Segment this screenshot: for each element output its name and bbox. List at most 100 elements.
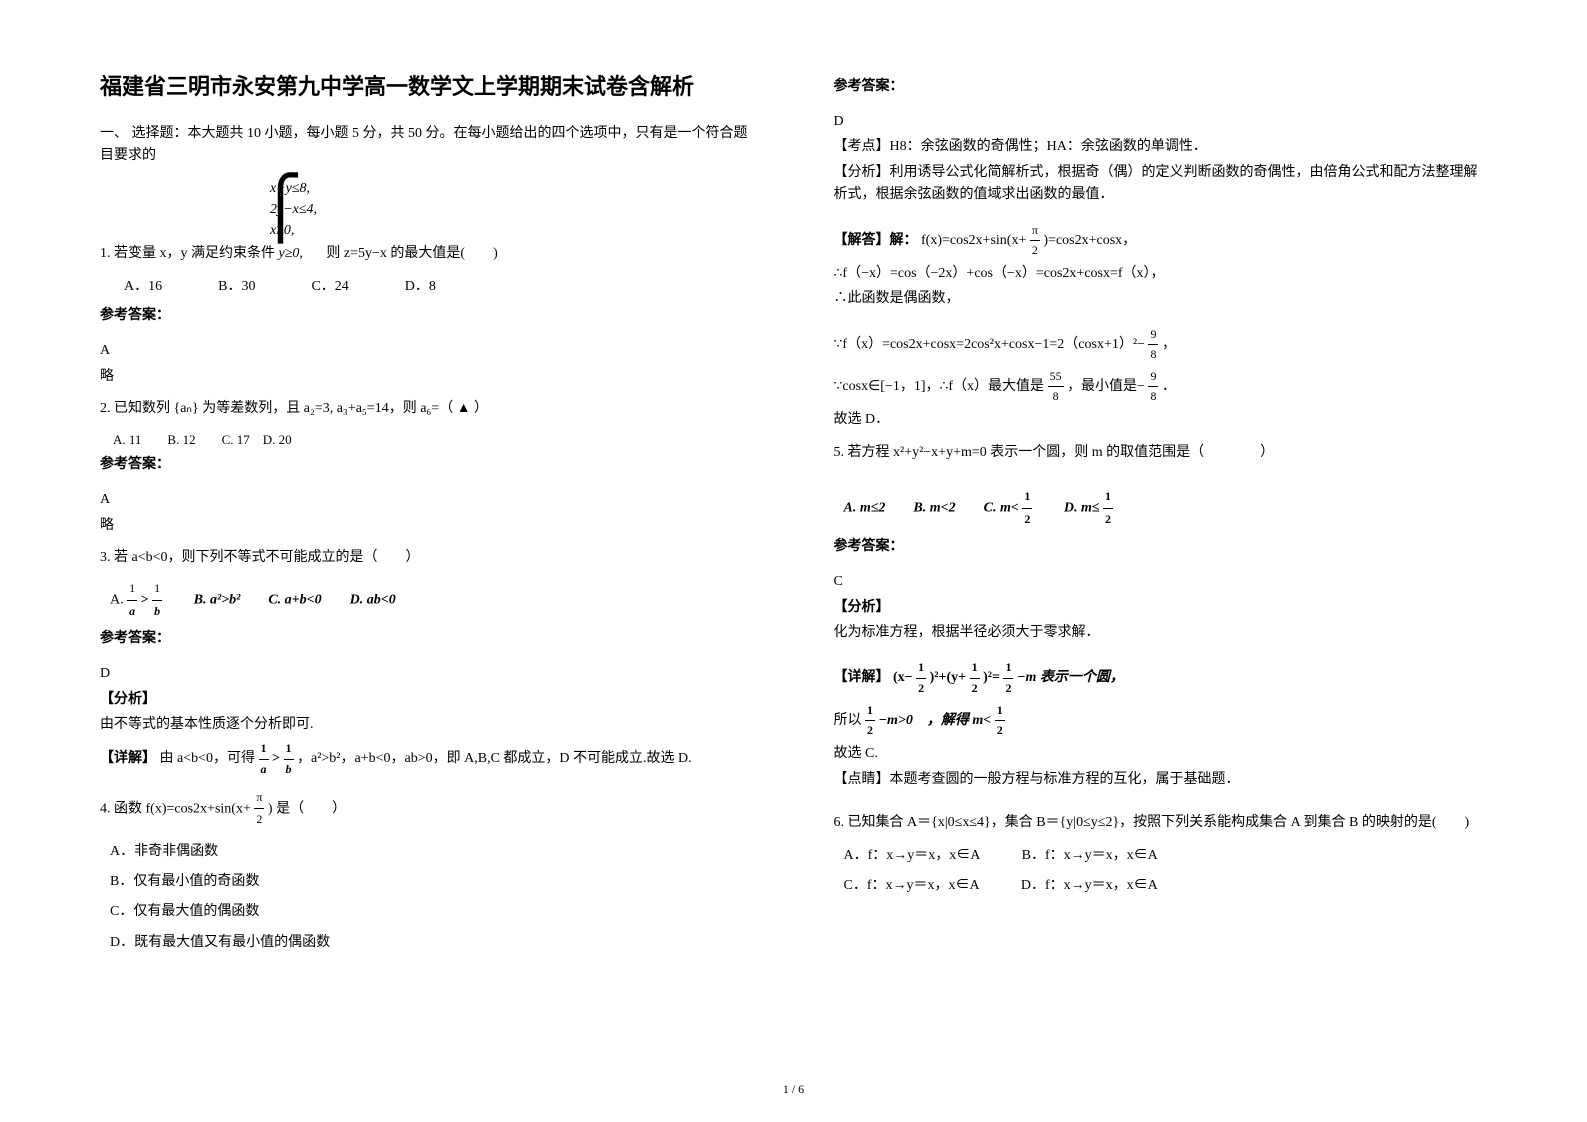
frac-den: 8 <box>1148 345 1158 364</box>
d1-m2: )²= <box>983 670 1000 685</box>
frac-num: 55 <box>1048 367 1064 387</box>
q2-answer: A <box>100 489 754 511</box>
frac-den: 8 <box>1048 387 1064 406</box>
d1-post: −m 表示一个圆， <box>1017 670 1124 685</box>
frac-num: 1 <box>865 701 875 721</box>
jieda-5-post: ． <box>1162 379 1176 394</box>
q3-analysis-label: 【分析】 <box>100 689 754 711</box>
q3-answer-label: 参考答案： <box>100 627 754 647</box>
d1-pre: (x− <box>893 670 913 685</box>
q3-analysis: 由不等式的基本性质逐个分析即可. <box>100 714 754 736</box>
frac-num: π <box>1030 221 1040 241</box>
jieda-1-post: )=cos2x+cosx， <box>1043 232 1136 247</box>
q4-optb: B．仅有最小值的奇函数 <box>110 869 754 894</box>
q4-jieda-3: ∴此函数是偶函数， <box>834 288 1488 310</box>
q5-dianjing: 【点睛】本题考查圆的一般方程与标准方程的互化，属于基础题． <box>834 769 1488 791</box>
constraint-4: y≥0, <box>279 246 303 261</box>
frac-den: 2 <box>865 721 875 740</box>
q4-answer: D <box>834 111 1488 133</box>
q3-options: A. 1a > 1b B. a²>b² C. a+b<0 D. ab<0 <box>110 578 754 622</box>
jieda-4-post: ， <box>1162 337 1176 352</box>
jieda-4-pre: ∵f（x）=cos2x+cosx=2cos²x+cosx−1=2（cosx+1）… <box>834 337 1145 352</box>
q6-opt-row1: A．f：x→y＝x，x∈A B．f：x→y＝x，x∈A <box>844 843 1488 868</box>
left-brace-icon: ⎧ <box>258 178 303 238</box>
frac-num: 1 <box>259 739 269 759</box>
frac-den: 2 <box>254 809 264 831</box>
q1-answer: A <box>100 340 754 362</box>
jieda-label: 【解答】解： <box>834 232 918 247</box>
frac-den: 2 <box>1022 509 1032 531</box>
frac-num: 1 <box>916 658 926 678</box>
frac-den: 2 <box>995 721 1005 740</box>
q4-pre: 4. 函数 f(x)=cos2x+sin(x+ <box>100 801 251 816</box>
q4-optc: C．仅有最大值的偶函数 <box>110 899 754 924</box>
frac-num: 9 <box>1148 367 1158 387</box>
frac-den: 2 <box>916 679 926 698</box>
frac-num: 1 <box>970 658 980 678</box>
frac-den: 2 <box>970 679 980 698</box>
frac-num: 1 <box>1003 658 1013 678</box>
frac-den: 2 <box>1003 679 1013 698</box>
frac-den: b <box>152 601 162 623</box>
frac-den: 2 <box>1103 509 1113 531</box>
q2-answer-label: 参考答案： <box>100 453 754 473</box>
detail-label: 【详解】 <box>834 670 890 685</box>
q4-optd: D．既有最大值又有最小值的偶函数 <box>110 930 754 955</box>
q4-jieda-4: ∵f（x）=cos2x+cosx=2cos²x+cosx−1=2（cosx+1）… <box>834 325 1488 364</box>
left-column: 福建省三明市永安第九中学高一数学文上学期期末试卷含解析 一、 选择题：本大题共 … <box>100 70 754 960</box>
q1-text-pre: 1. 若变量 x，y 满足约束条件 <box>100 246 275 261</box>
q1-explain: 略 <box>100 366 754 388</box>
frac-num: 1 <box>284 739 294 759</box>
q4-answer-label: 参考答案： <box>834 75 1488 95</box>
q4-jieda-1: 【解答】解： f(x)=cos2x+sin(x+ π2 )=cos2x+cosx… <box>834 221 1488 260</box>
frac-num: 1 <box>1103 486 1113 509</box>
frac-den: a <box>259 760 269 779</box>
q3-text: 3. 若 a<b<0，则下列不等式不可能成立的是（ ） <box>100 545 754 570</box>
q3-answer: D <box>100 663 754 685</box>
q1-options: A．16 B．30 C．24 D．8 <box>110 274 754 299</box>
q6-text: 6. 已知集合 A＝{x|0≤x≤4}，集合 B＝{y|0≤y≤2}，按照下列关… <box>834 810 1488 835</box>
q4-jieda-6: 故选 D． <box>834 409 1488 431</box>
q5-analysis: 化为标准方程，根据半径必须大于零求解． <box>834 622 1488 644</box>
frac-num: 1 <box>1022 486 1032 509</box>
q4-kaodian: 【考点】H8：余弦函数的奇偶性；HA：余弦函数的单调性． <box>834 136 1488 158</box>
detail-pre: 由 a<b<0，可得 <box>160 751 259 766</box>
gt: > <box>272 751 280 766</box>
right-column: 参考答案： D 【考点】H8：余弦函数的奇偶性；HA：余弦函数的单调性． 【分析… <box>834 70 1488 960</box>
q4-post: ) 是（ ） <box>268 801 346 816</box>
q5-optd-pre: D. m≤ <box>1036 500 1100 515</box>
d1-m1: )²+(y+ <box>930 670 966 685</box>
q2-options: A. 11 B. 12 C. 17 D. 20 <box>100 429 754 448</box>
q5-opta: A. m≤2 B. m<2 C. m< <box>844 500 1019 515</box>
q4-fenxi: 【分析】利用诱导公式化简解析式，根据奇（偶）的定义判断函数的奇偶性，由倍角公式和… <box>834 162 1488 207</box>
q5-detail-3: 故选 C. <box>834 743 1488 765</box>
d2-mid: −m>0 ，解得 m< <box>879 713 992 728</box>
detail-label: 【详解】 <box>100 751 156 766</box>
page-footer: 1 / 6 <box>0 1082 1587 1097</box>
frac-den: a <box>127 601 137 623</box>
q2-text: 2. 已知数列 {aₙ} 为等差数列，且 a₂=3, a₃+a₅=14，则 a₆… <box>100 396 754 421</box>
frac-num: 1 <box>152 578 162 601</box>
q1-constraints: ⎧ x+y≤8, 2y−x≤4, x≥0, <box>270 178 754 241</box>
q3-opta-mid: > <box>141 592 149 607</box>
q5-analysis-label: 【分析】 <box>834 597 1488 619</box>
q5-options: A. m≤2 B. m<2 C. m< 12 D. m≤ 12 <box>844 486 1488 530</box>
q4-jieda-5: ∵cosx∈[−1，1]，∴f（x）最大值是 558 ，最小值是− 98 ． <box>834 367 1488 406</box>
section1-header: 一、 选择题：本大题共 10 小题，每小题 5 分，共 50 分。在每小题给出的… <box>100 123 754 168</box>
q3-optb: B. a²>b² C. a+b<0 D. ab<0 <box>166 592 396 607</box>
d2-pre: 所以 <box>834 713 866 728</box>
q5-answer: C <box>834 571 1488 593</box>
exam-title: 福建省三明市永安第九中学高一数学文上学期期末试卷含解析 <box>100 70 754 103</box>
q3-detail: 【详解】 由 a<b<0，可得 1a > 1b ，a²>b²，a+b<0，ab>… <box>100 739 754 778</box>
frac-den: b <box>284 760 294 779</box>
frac-num: 1 <box>995 701 1005 721</box>
q1-text-post: 则 z=5y−x 的最大值是( ) <box>326 246 497 261</box>
q4-text: 4. 函数 f(x)=cos2x+sin(x+ π2 ) 是（ ） <box>100 787 754 831</box>
q5-answer-label: 参考答案： <box>834 535 1488 555</box>
frac-num: 1 <box>127 578 137 601</box>
q1-answer-label: 参考答案： <box>100 304 754 324</box>
q3-opta-pre: A. <box>110 592 127 607</box>
frac-num: π <box>254 787 264 810</box>
q5-text: 5. 若方程 x²+y²−x+y+m=0 表示一个圆，则 m 的取值范围是（ ） <box>834 440 1488 465</box>
jieda-5-pre: ∵cosx∈[−1，1]，∴f（x）最大值是 <box>834 379 1048 394</box>
